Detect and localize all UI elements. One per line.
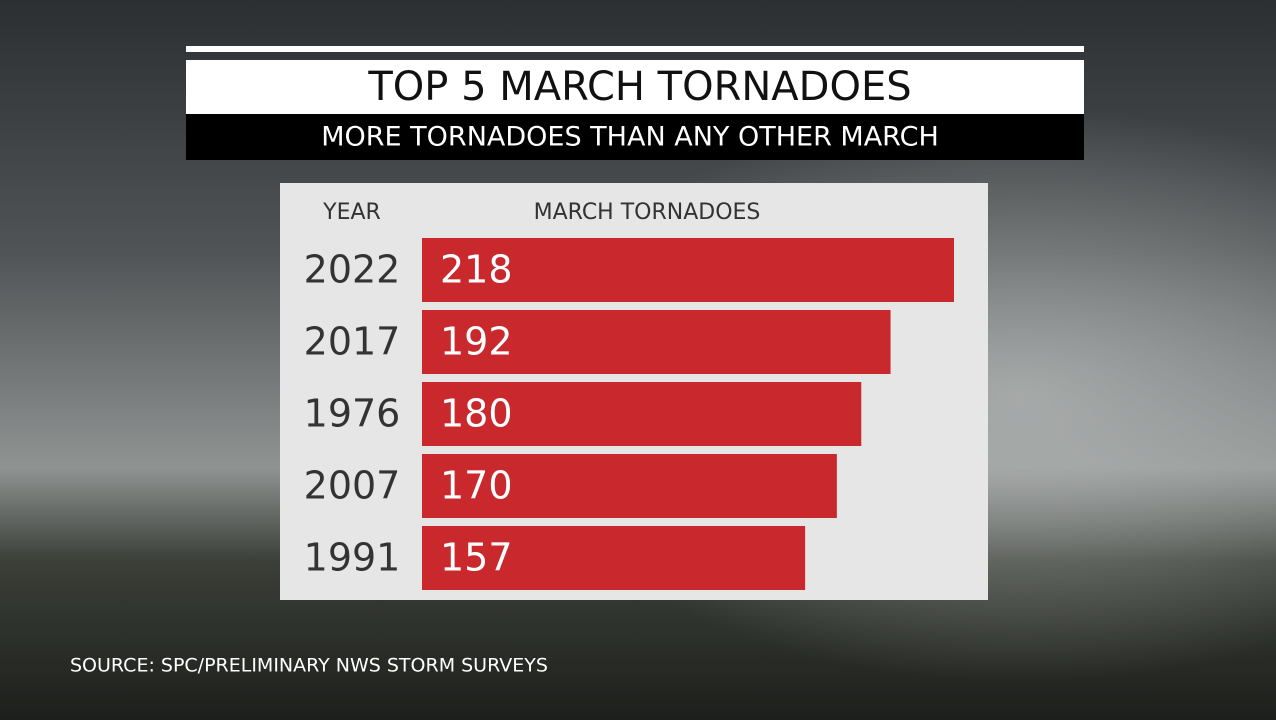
chart-subtitle: MORE TORNADOES THAN ANY OTHER MARCH [321,122,939,153]
chart-title: TOP 5 MARCH TORNADOES [367,64,911,110]
value-label: 218 [440,248,513,292]
subtitle-box [186,114,1084,160]
bar [422,382,862,446]
bar [422,454,837,518]
category-label: 2007 [304,464,401,508]
bar [422,526,806,590]
value-label: 157 [440,536,513,580]
value-label: 170 [440,464,513,508]
title-box [186,60,1084,114]
category-label: 1991 [304,536,401,580]
header-rule [186,46,1084,52]
bar [422,238,954,302]
category-label: 1976 [304,392,401,436]
category-label: 2022 [304,248,401,292]
value-label: 180 [440,392,513,436]
value-header: MARCH TORNADOES [534,200,761,225]
source-note: SOURCE: SPC/PRELIMINARY NWS STORM SURVEY… [70,655,548,677]
category-header: YEAR [322,200,381,225]
value-label: 192 [440,320,513,364]
category-label: 2017 [304,320,401,364]
bar [422,310,891,374]
